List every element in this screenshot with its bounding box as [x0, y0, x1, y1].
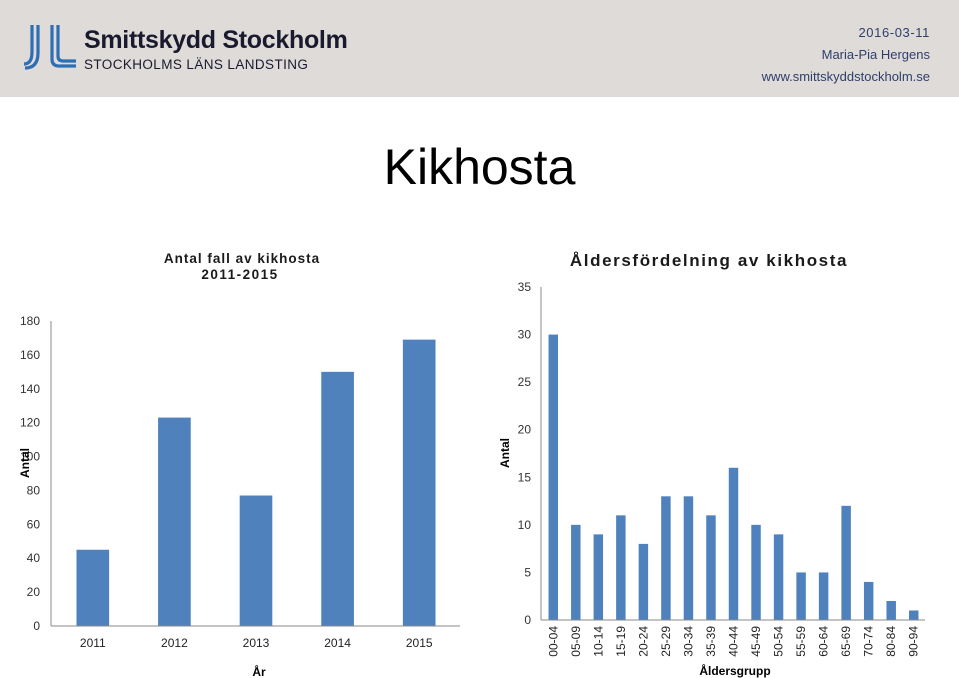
- jll-logo-icon: [23, 25, 76, 70]
- chart2-x-tick-label: 00-04: [546, 626, 560, 657]
- chart1-x-tick-label: 2013: [243, 636, 270, 650]
- chart2-x-tick-label: 60-64: [817, 626, 831, 657]
- chart1-y-tick-label: 160: [20, 348, 40, 362]
- chart1-x-tick-label: 2011: [80, 636, 106, 650]
- chart1-bar: [76, 549, 110, 626]
- chart2-x-tick-label: 35-39: [704, 626, 718, 657]
- chart1-x-tick-label: 2014: [324, 636, 351, 650]
- chart1-x-tick-label: 2015: [406, 636, 433, 650]
- chart1-y-tick-label: 140: [20, 382, 40, 396]
- chart2-y-axis-label: Antal: [498, 438, 512, 468]
- chart2-x-tick-label: 25-29: [659, 626, 673, 657]
- chart1-y-axis-label: Antal: [18, 448, 32, 478]
- chart1-y-tick-label: 180: [20, 314, 40, 328]
- chart2-bar: [886, 600, 896, 620]
- chart2-x-tick-label: 70-74: [862, 626, 876, 657]
- page-title: Kikhosta: [383, 139, 576, 195]
- chart1-x-tick-label: 2012: [161, 636, 188, 650]
- chart2-bar: [593, 534, 604, 620]
- chart2-x-tick-label: 65-69: [839, 626, 853, 657]
- chart2-y-tick-label: 35: [518, 280, 532, 294]
- chart2-x-tick-label: 80-84: [884, 626, 898, 657]
- chart1-bar: [239, 495, 273, 626]
- chart1-bar: [158, 417, 191, 626]
- chart1-y-tick-label: 40: [27, 551, 41, 565]
- chart2-x-tick-label: 50-54: [772, 626, 786, 657]
- chart1-y-tick-label: 120: [20, 416, 40, 430]
- chart2-bar: [728, 467, 739, 620]
- chart2-x-axis-label: Åldersgrupp: [699, 663, 770, 678]
- chart2-x-tick-label: 30-34: [681, 626, 695, 657]
- chart2-x-tick-label: 05-09: [569, 626, 583, 657]
- chart2-bar: [751, 524, 761, 620]
- chart2-bar: [909, 610, 919, 620]
- chart2-x-tick-label: 55-59: [794, 626, 808, 657]
- chart1-y-tick-label: 60: [27, 517, 41, 531]
- chart2-bar: [773, 534, 784, 620]
- chart2-bar: [683, 496, 694, 620]
- header-band: Smittskydd Stockholm STOCKHOLMS LÄNS LAN…: [0, 0, 959, 97]
- chart2-bar: [863, 581, 874, 620]
- chart2-y-tick-label: 20: [518, 423, 532, 437]
- chart2-bar: [548, 334, 558, 620]
- chart1-bar: [402, 339, 436, 626]
- chart2-x-tick-label: 90-94: [907, 626, 921, 657]
- chart2-bar: [841, 505, 851, 620]
- cases-per-year-chart: Antal fall av kikhosta 2011-2015 0 20 40 60…: [18, 251, 460, 678]
- website-link[interactable]: www.smittskyddstockholm.se: [761, 69, 930, 84]
- chart2-x-tick-label: 40-44: [727, 626, 741, 657]
- chart2-y-tick-label: 30: [518, 328, 532, 342]
- brand-name: Smittskydd Stockholm: [84, 26, 348, 54]
- age-distribution-chart: Åldersfördelning av kikhosta 0 5 10 15 20 25 3…: [498, 251, 925, 678]
- chart2-x-tick-label: 45-49: [749, 626, 763, 657]
- chart2-x-tick-label: 20-24: [636, 626, 650, 657]
- chart2-bar: [616, 515, 626, 620]
- chart2-bar: [638, 543, 649, 620]
- chart1-y-tick-label: 0: [33, 619, 40, 633]
- chart2-x-tick-label: 10-14: [591, 626, 605, 657]
- chart2-bar: [818, 572, 829, 620]
- chart1-x-axis-label: År: [252, 664, 266, 678]
- chart1-title-line2: 2011-2015: [201, 267, 278, 282]
- chart2-y-tick-label: 25: [518, 375, 532, 389]
- chart2-bar: [796, 572, 806, 620]
- date-label: 2016-03-11: [858, 25, 930, 40]
- chart1-title-line1: Antal fall av kikhosta: [164, 251, 320, 266]
- chart2-bar: [706, 515, 716, 620]
- chart2-bar: [571, 524, 581, 620]
- chart1-bar: [321, 371, 354, 626]
- chart1-y-tick-label: 100: [20, 450, 40, 464]
- author-label: Maria-Pia Hergens: [821, 47, 930, 62]
- chart2-y-tick-label: 15: [518, 470, 532, 484]
- chart2-bar: [661, 496, 671, 620]
- chart2-y-tick-label: 5: [524, 565, 531, 579]
- chart1-y-tick-label: 80: [27, 483, 41, 497]
- chart2-x-tick-label: 15-19: [614, 626, 628, 657]
- chart2-title: Åldersfördelning av kikhosta: [570, 251, 848, 270]
- chart2-y-tick-label: 10: [518, 518, 532, 532]
- chart2-y-tick-label: 0: [524, 613, 531, 627]
- chart1-y-tick-label: 20: [27, 585, 41, 599]
- brand-subtitle: STOCKHOLMS LÄNS LANDSTING: [84, 57, 309, 72]
